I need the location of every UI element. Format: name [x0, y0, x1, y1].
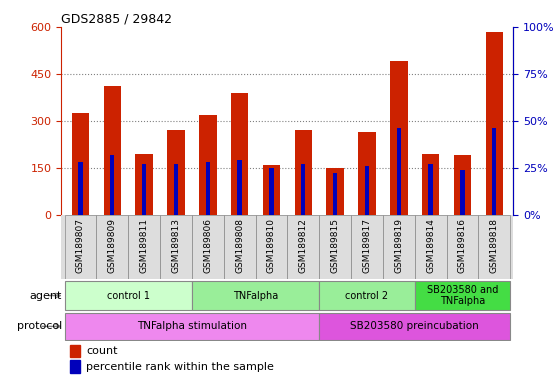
- Bar: [397, 128, 401, 215]
- Bar: [192, 281, 319, 310]
- Text: GSM189815: GSM189815: [330, 218, 340, 273]
- Text: GSM189816: GSM189816: [458, 218, 467, 273]
- Bar: [492, 128, 497, 215]
- Text: SB203580 preincubation: SB203580 preincubation: [350, 321, 479, 331]
- Bar: [199, 114, 217, 215]
- Bar: [78, 162, 83, 215]
- Bar: [65, 215, 97, 280]
- Text: GSM189817: GSM189817: [363, 218, 372, 273]
- Bar: [478, 215, 510, 280]
- Text: GSM189811: GSM189811: [140, 218, 148, 273]
- Text: protocol: protocol: [17, 321, 62, 331]
- Bar: [128, 215, 160, 280]
- Text: GSM189809: GSM189809: [108, 218, 117, 273]
- Text: GSM189808: GSM189808: [235, 218, 244, 273]
- Bar: [167, 130, 185, 215]
- Bar: [319, 313, 510, 339]
- Text: GSM189814: GSM189814: [426, 218, 435, 273]
- Bar: [65, 281, 192, 310]
- Bar: [422, 154, 439, 215]
- Bar: [333, 174, 337, 215]
- Text: TNFalpha: TNFalpha: [233, 291, 278, 301]
- Text: control 1: control 1: [107, 291, 150, 301]
- Text: SB203580 and
TNFalpha: SB203580 and TNFalpha: [427, 285, 498, 306]
- Bar: [287, 215, 319, 280]
- Bar: [295, 130, 312, 215]
- Text: GSM189806: GSM189806: [203, 218, 212, 273]
- Bar: [263, 166, 280, 215]
- Bar: [174, 164, 178, 215]
- Bar: [301, 164, 305, 215]
- Bar: [231, 93, 248, 215]
- Bar: [351, 215, 383, 280]
- Text: percentile rank within the sample: percentile rank within the sample: [86, 362, 274, 372]
- Text: agent: agent: [30, 291, 62, 301]
- Bar: [192, 215, 224, 280]
- Bar: [319, 281, 415, 310]
- Bar: [415, 281, 510, 310]
- Bar: [454, 155, 471, 215]
- Bar: [390, 61, 407, 215]
- Bar: [415, 215, 446, 280]
- Bar: [270, 168, 273, 215]
- Bar: [319, 215, 351, 280]
- Text: GSM189812: GSM189812: [299, 218, 308, 273]
- Bar: [72, 113, 89, 215]
- Bar: [358, 132, 376, 215]
- Text: GSM189807: GSM189807: [76, 218, 85, 273]
- Text: GSM189818: GSM189818: [490, 218, 499, 273]
- Text: GSM189819: GSM189819: [395, 218, 403, 273]
- Text: GSM189813: GSM189813: [171, 218, 180, 273]
- Bar: [238, 160, 242, 215]
- Bar: [205, 162, 210, 215]
- Bar: [224, 215, 256, 280]
- Bar: [97, 215, 128, 280]
- Bar: [429, 164, 433, 215]
- Text: control 2: control 2: [345, 291, 388, 301]
- Bar: [65, 313, 319, 339]
- Text: count: count: [86, 346, 118, 356]
- Bar: [160, 215, 192, 280]
- Bar: [365, 166, 369, 215]
- Bar: [485, 31, 503, 215]
- Bar: [142, 164, 146, 215]
- Text: GSM189810: GSM189810: [267, 218, 276, 273]
- Bar: [104, 86, 121, 215]
- Bar: [446, 215, 478, 280]
- Bar: [70, 361, 80, 373]
- Bar: [256, 215, 287, 280]
- Bar: [460, 170, 465, 215]
- Bar: [70, 344, 80, 357]
- Text: TNFalpha stimulation: TNFalpha stimulation: [137, 321, 247, 331]
- Bar: [110, 155, 114, 215]
- Bar: [383, 215, 415, 280]
- Bar: [326, 169, 344, 215]
- Text: GDS2885 / 29842: GDS2885 / 29842: [61, 13, 172, 26]
- Bar: [136, 154, 153, 215]
